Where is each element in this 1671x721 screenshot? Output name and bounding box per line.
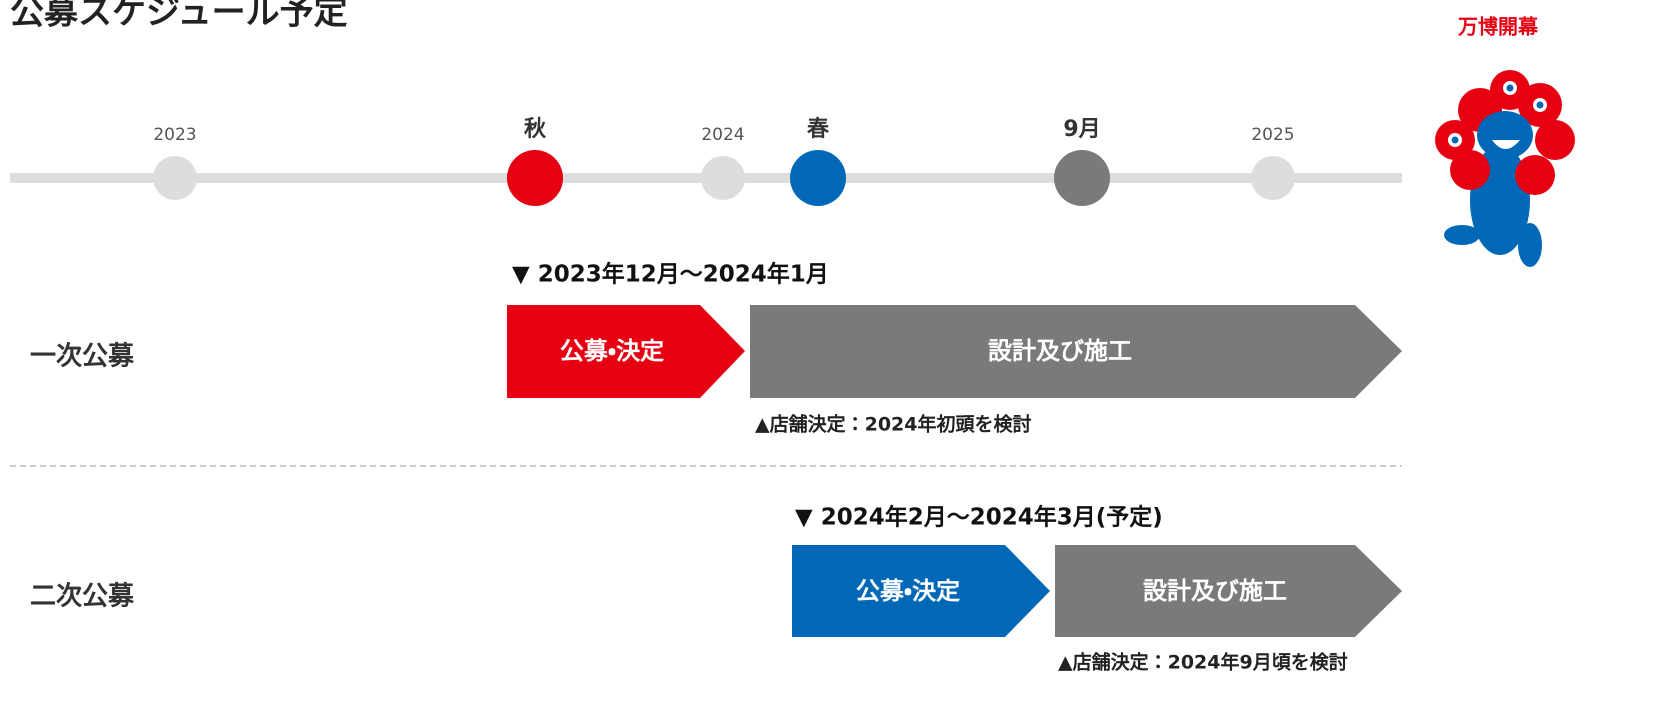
- schedule-diagram: 公募スケジュール予定 万博開幕 2023 秋 2024 春 9月 2025 一次…: [0, 0, 1671, 717]
- timeline-label: 春: [806, 117, 830, 142]
- title: 公募スケジュール予定: [10, 0, 348, 33]
- note: ▲店舗決定：2024年9月頃を検討: [1058, 651, 1348, 674]
- timeline-label: 秋: [524, 117, 547, 142]
- mascot: [1435, 70, 1575, 267]
- phase-label: 設計及び施工: [988, 337, 1132, 365]
- row-label: 一次公募: [30, 342, 135, 372]
- note: ▲店舗決定：2024年初頭を検討: [755, 413, 1032, 436]
- phase-label: 公募・決定: [560, 337, 664, 365]
- timeline-dot: [790, 150, 846, 206]
- timeline-label: 9月: [1063, 117, 1100, 142]
- timeline-dot: [507, 150, 563, 206]
- timeline-dot: [1251, 156, 1295, 200]
- timeline-label: 2023: [153, 125, 196, 145]
- timeline-label: 2025: [1251, 125, 1294, 145]
- timeline-dot: [701, 156, 745, 200]
- timeline-dot: [1054, 150, 1110, 206]
- phase-label: 公募・決定: [856, 577, 960, 605]
- badge: 万博開幕: [1457, 15, 1539, 39]
- phase-label: 設計及び施工: [1143, 577, 1287, 605]
- period: ▼ 2023年12月～2024年1月: [512, 261, 829, 288]
- timeline-dot: [153, 156, 197, 200]
- row-label: 二次公募: [30, 582, 135, 612]
- period: ▼ 2024年2月～2024年3月(予定): [795, 504, 1163, 531]
- timeline-label: 2024: [701, 125, 744, 145]
